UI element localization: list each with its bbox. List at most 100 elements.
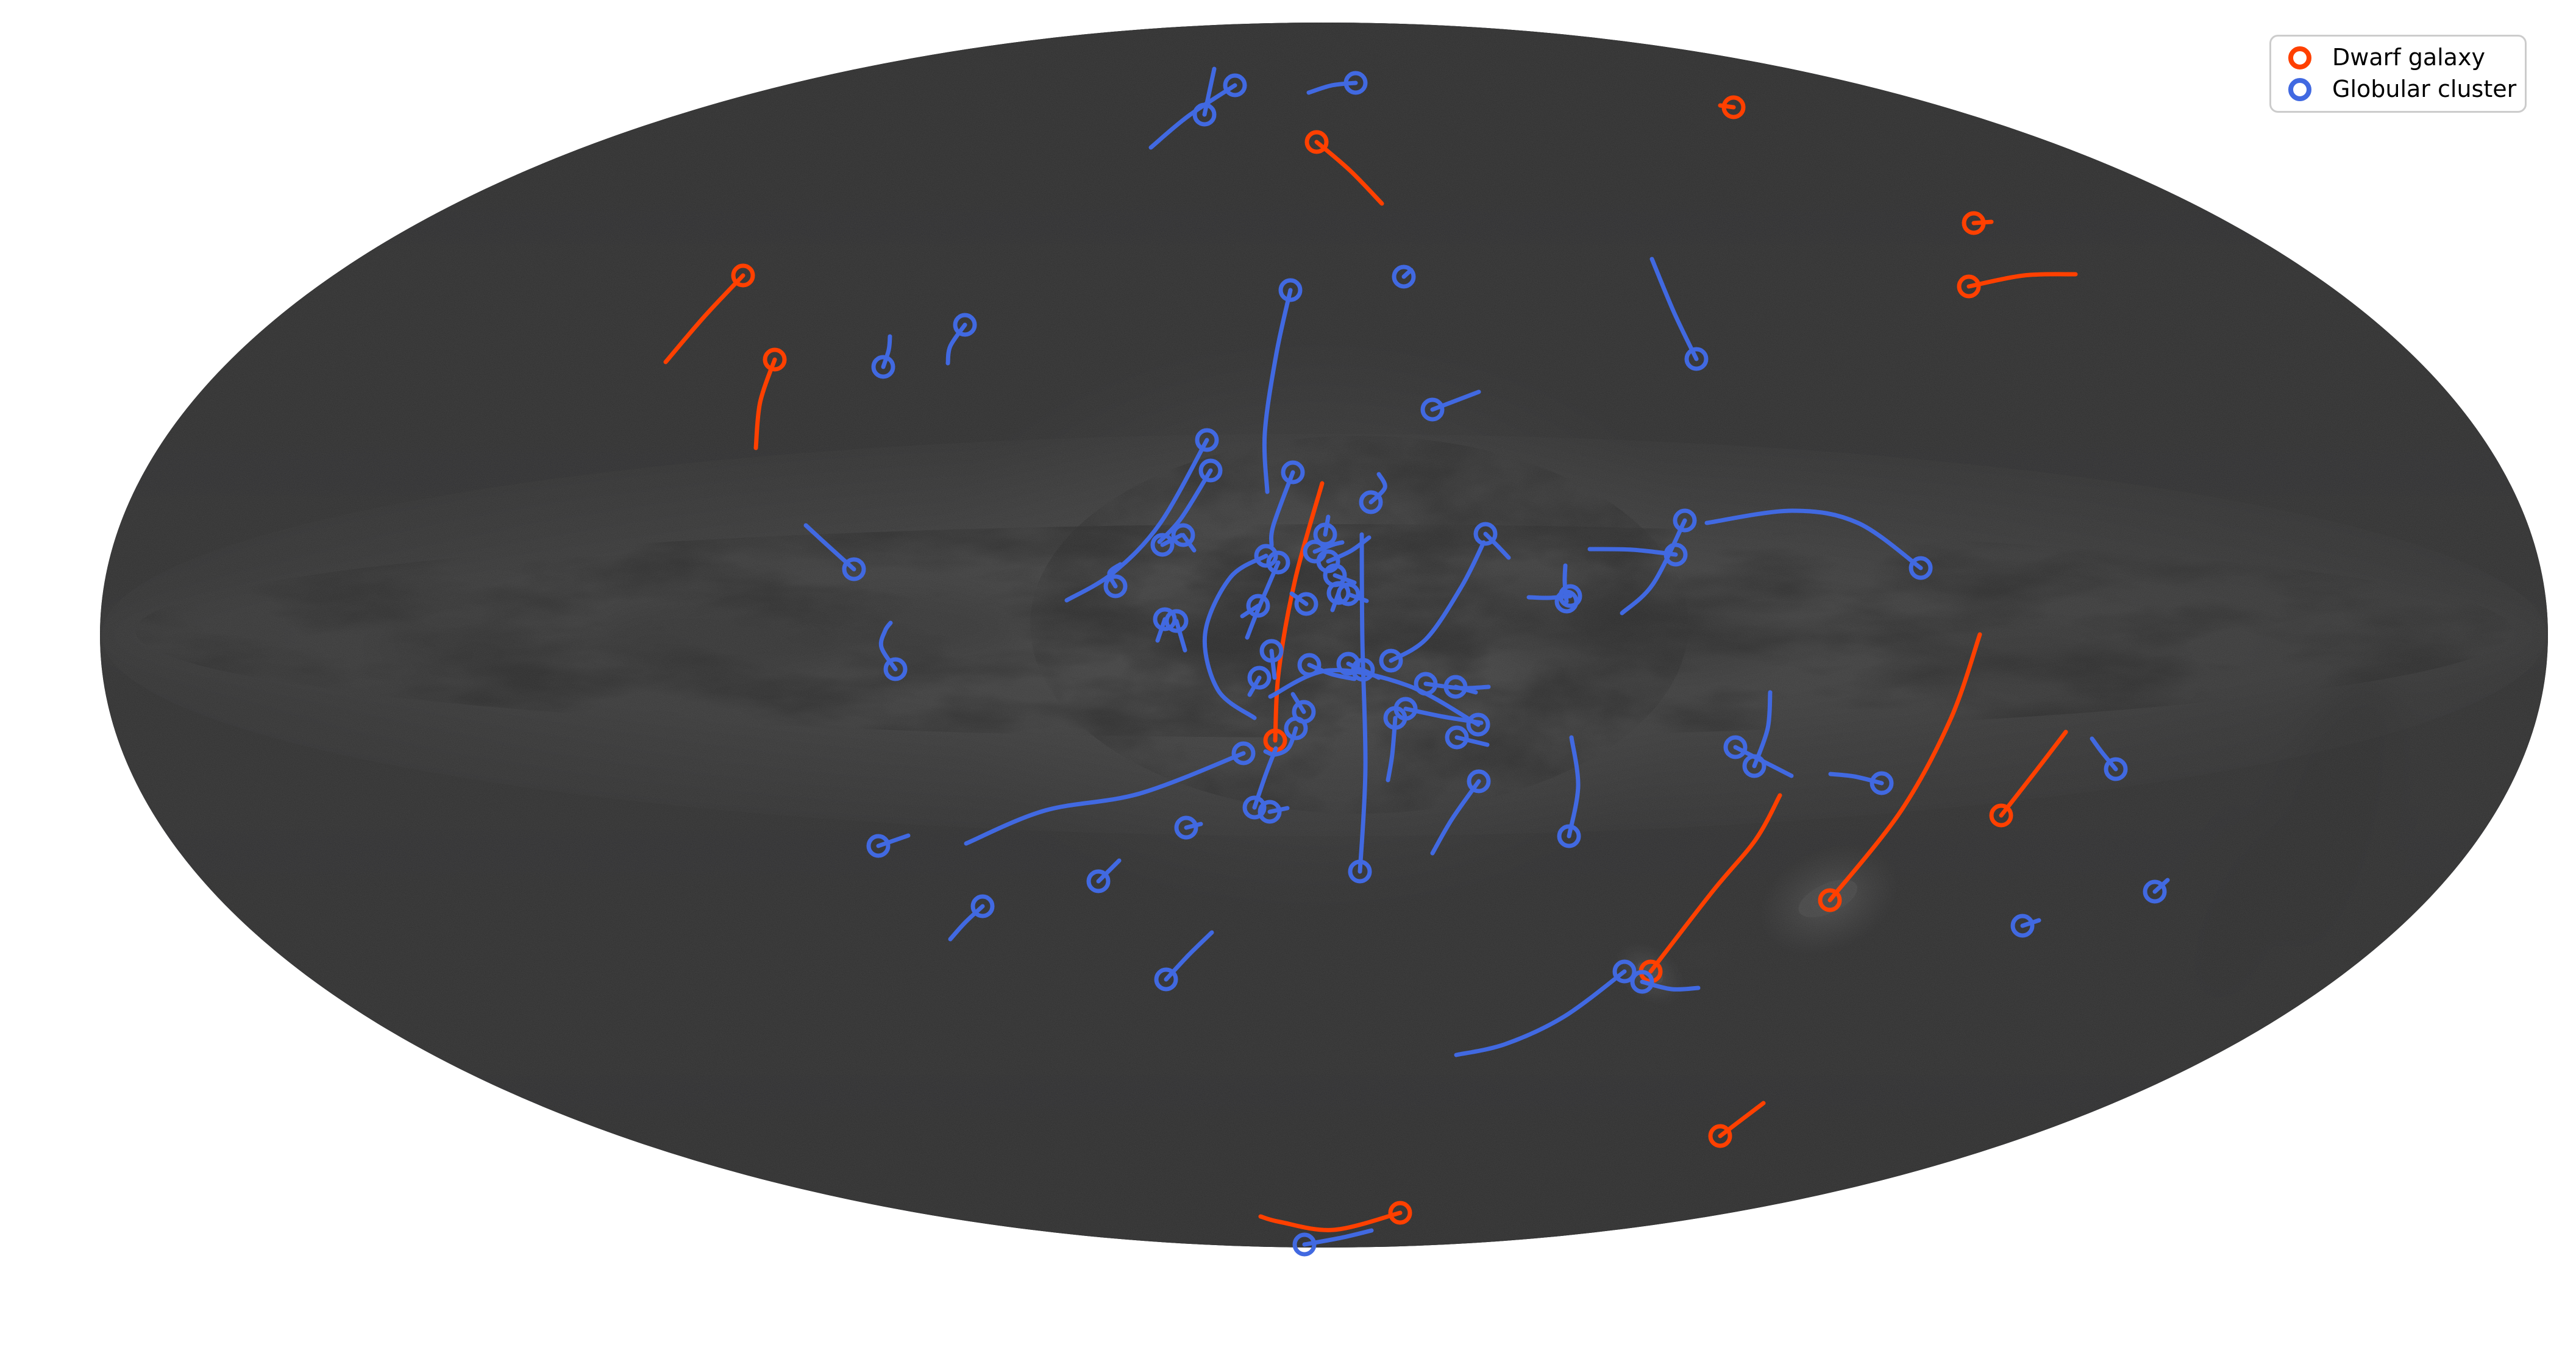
globular-cluster-orbit-trail	[881, 334, 892, 369]
globular-cluster-orbit-trail	[1828, 772, 1884, 786]
globular-cluster-marker	[1150, 533, 1175, 557]
globular-cluster-orbit-trail	[948, 904, 985, 942]
globular-cluster-orbit-trail	[1483, 531, 1511, 560]
legend: Dwarf galaxy Globular cluster	[2269, 35, 2527, 113]
dwarf-galaxy-orbit-trail	[1999, 730, 2068, 818]
globular-cluster-orbit-trail	[1269, 648, 1277, 680]
globular-cluster-marker	[1192, 102, 1217, 127]
globular-cluster-marker	[1231, 741, 1256, 765]
globular-cluster-orbit-trail	[1389, 540, 1486, 663]
globular-cluster-marker	[1266, 550, 1290, 575]
globular-cluster-orbit-trail	[803, 523, 856, 572]
globular-cluster-marker	[1473, 522, 1498, 546]
dwarf-galaxy-marker	[1989, 803, 2013, 828]
globular-cluster-marker	[1612, 959, 1637, 984]
dwarf-galaxy-orbit-trail	[663, 273, 745, 364]
globular-cluster-marker	[1420, 397, 1445, 422]
globular-cluster-marker	[953, 313, 977, 337]
globular-cluster-orbit-trail	[1368, 472, 1387, 505]
dwarf-galaxy-marker	[1388, 1201, 1412, 1225]
globular-cluster-marker	[1246, 594, 1270, 618]
dwarf-galaxy-marker	[1962, 211, 1986, 235]
globular-cluster-orbit-trail	[1164, 930, 1214, 982]
globular-cluster-orbit-trail	[945, 322, 967, 366]
globular-cluster-marker	[1909, 556, 1933, 580]
globular-cluster-marker	[1383, 706, 1407, 730]
globular-cluster-marker	[1467, 769, 1491, 794]
globular-cluster-marker	[842, 557, 866, 581]
globular-cluster-marker	[1343, 71, 1368, 95]
globular-cluster-marker	[1557, 824, 1581, 848]
dwarf-galaxy-orbit-trail	[1966, 272, 2078, 289]
globular-cluster-marker	[1723, 735, 1748, 759]
dwarf-galaxy-marker	[1818, 888, 1842, 912]
legend-item-globular-cluster: Globular cluster	[2288, 75, 2517, 102]
globular-cluster-marker	[1297, 653, 1322, 677]
dwarf-galaxy-marker-icon	[2288, 46, 2311, 69]
legend-label: Globular cluster	[2332, 75, 2517, 102]
globular-cluster-orbit-trail	[1326, 535, 1372, 564]
globular-cluster-orbit-trail	[1357, 532, 1368, 874]
globular-cluster-orbit-trail	[1064, 438, 1209, 603]
globular-cluster-marker	[1254, 544, 1278, 568]
globular-cluster-marker	[1195, 428, 1219, 452]
globular-cluster-marker	[1223, 73, 1247, 98]
globular-cluster-marker	[1348, 859, 1372, 884]
legend-label: Dwarf galaxy	[2332, 44, 2485, 71]
globular-cluster-marker	[1103, 574, 1128, 598]
dwarf-galaxy-series	[663, 95, 2078, 1232]
globular-cluster-orbit-trail	[876, 833, 911, 848]
dwarf-galaxy-marker	[763, 347, 787, 372]
globular-cluster-marker	[1379, 648, 1403, 673]
globular-cluster-marker	[2143, 879, 2167, 904]
dwarf-galaxy-marker	[1721, 95, 1746, 119]
dwarf-galaxy-marker	[1957, 274, 1981, 299]
globular-cluster-marker	[1259, 639, 1284, 663]
globular-cluster-orbit-trail	[1202, 553, 1268, 720]
globular-cluster-marker	[1292, 1232, 1317, 1257]
globular-cluster-marker	[1198, 458, 1223, 483]
globular-cluster-marker	[1443, 675, 1468, 699]
globular-cluster-orbit-trail	[2090, 736, 2118, 772]
globular-cluster-marker	[1174, 815, 1198, 840]
globular-cluster-orbit-trail	[1306, 80, 1358, 95]
globular-cluster-marker	[883, 657, 908, 681]
globular-cluster-marker	[1154, 967, 1178, 992]
globular-cluster-marker	[1278, 278, 1303, 302]
globular-cluster-marker	[1153, 607, 1177, 631]
globular-cluster-marker	[1870, 771, 1894, 795]
globular-cluster-marker	[970, 894, 995, 918]
globular-cluster-marker	[1336, 582, 1361, 606]
globular-cluster-marker	[1313, 522, 1337, 547]
globular-cluster-orbit-trail	[1174, 619, 1187, 653]
dwarf-galaxy-orbit-trail	[1258, 1210, 1403, 1232]
globular-cluster-orbit-trail	[1312, 540, 1345, 554]
globular-cluster-marker	[1445, 725, 1469, 750]
globular-cluster-marker	[1351, 658, 1375, 682]
globular-cluster-marker	[1742, 754, 1767, 778]
globular-cluster-marker	[1673, 508, 1697, 533]
globular-cluster-marker	[1171, 523, 1195, 547]
globular-cluster-orbit-trail	[1184, 822, 1203, 830]
globular-cluster-orbit-trail	[1148, 83, 1237, 150]
globular-cluster-marker	[2010, 914, 2035, 938]
globular-cluster-marker	[1242, 795, 1267, 820]
dwarf-galaxy-orbit-trail	[1718, 1101, 1766, 1138]
globular-cluster-marker	[1392, 265, 1416, 289]
globular-cluster-marker	[2104, 757, 2128, 781]
globular-cluster-marker	[1164, 609, 1189, 633]
globular-cluster-orbit-trail	[964, 751, 1246, 846]
globular-cluster-marker	[1466, 712, 1490, 737]
dwarf-galaxy-orbit-trail	[1827, 632, 1982, 903]
legend-item-dwarf-galaxy: Dwarf galaxy	[2288, 44, 2513, 71]
globular-cluster-orbit-trail	[1262, 288, 1293, 494]
globular-cluster-orbit-trail	[1454, 735, 1490, 747]
dwarf-galaxy-orbit-trail	[1273, 481, 1325, 743]
globular-cluster-marker	[1663, 542, 1688, 567]
globular-cluster-marker	[1281, 460, 1305, 485]
globular-cluster-marker	[1284, 716, 1308, 740]
globular-cluster-orbit-trail	[1640, 979, 1701, 992]
globular-cluster-orbit-trail	[1107, 562, 1123, 589]
